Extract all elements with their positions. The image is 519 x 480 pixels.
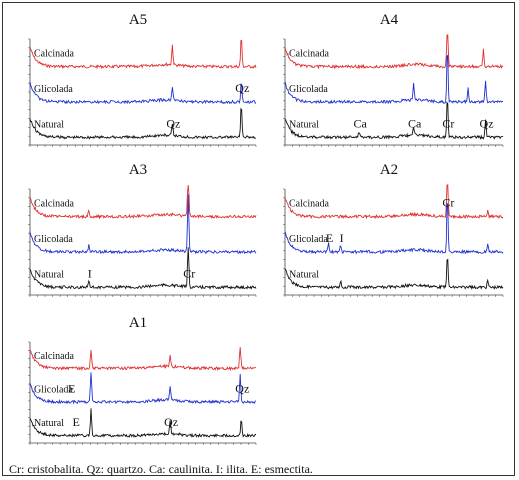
series-line-glicolada bbox=[284, 202, 504, 255]
panel-a1: A1 Calcinada Glicolada Natural E E Qz Qz bbox=[18, 315, 258, 451]
series-label: Natural bbox=[34, 269, 64, 280]
series-line-natural bbox=[29, 408, 257, 438]
series-line-natural bbox=[29, 107, 257, 140]
panel-title: A5 bbox=[128, 12, 148, 28]
peak-annotation: E bbox=[68, 382, 75, 396]
series-label: Natural bbox=[34, 119, 64, 130]
series-label: Glicolada bbox=[34, 234, 73, 245]
series-label: Calcinada bbox=[34, 351, 75, 362]
series-line-calcinada bbox=[29, 347, 257, 372]
peak-annotation: Cr bbox=[183, 266, 195, 280]
peak-annotation: Ca bbox=[353, 116, 367, 130]
series-label: Natural bbox=[289, 269, 319, 280]
series-line-natural bbox=[284, 258, 504, 291]
panel-a5: A5 Calcinada Glicolada Natural Qz Qz bbox=[18, 12, 258, 153]
series-line-glicolada bbox=[284, 54, 504, 105]
panel-title: A4 bbox=[379, 12, 399, 28]
xrd-plot: Calcinada Glicolada Natural Ca Ca Cr Qz bbox=[283, 34, 504, 147]
series-line-calcinada bbox=[29, 40, 257, 70]
series-label: Calcinada bbox=[34, 199, 75, 210]
panel-a3: A3 Calcinada Glicolada Natural I Cr bbox=[18, 162, 258, 303]
panel-a2: A2 Calcinada Glicolada Natural E I Cr bbox=[273, 162, 505, 303]
panel-title: A2 bbox=[379, 162, 399, 178]
xrd-plot: Calcinada Glicolada Natural E E Qz Qz bbox=[28, 341, 257, 445]
series-label: Calcinada bbox=[289, 49, 330, 60]
peak-annotation: I bbox=[340, 231, 344, 245]
series-line-natural bbox=[29, 247, 257, 290]
peak-annotation: Qz bbox=[166, 116, 180, 130]
panel-title: A3 bbox=[128, 162, 148, 178]
peak-annotation: Ca bbox=[408, 116, 422, 130]
series-label: Natural bbox=[34, 418, 64, 429]
xrd-plot: Calcinada Glicolada Natural Qz Qz bbox=[28, 38, 257, 147]
peak-annotation: Qz bbox=[164, 415, 178, 429]
series-line-calcinada bbox=[284, 184, 504, 220]
peak-annotation: Qz bbox=[480, 116, 494, 130]
peak-annotation: I bbox=[88, 266, 92, 280]
series-label: Glicolada bbox=[289, 84, 328, 95]
series-label: Glicolada bbox=[34, 84, 73, 95]
peak-annotation: Cr bbox=[442, 196, 454, 210]
series-label: Glicolada bbox=[289, 234, 328, 245]
series-label: Calcinada bbox=[34, 49, 75, 60]
xrd-plot: Calcinada Glicolada Natural E I Cr bbox=[283, 184, 504, 297]
series-line-natural bbox=[284, 101, 504, 140]
peak-annotation: E bbox=[326, 231, 333, 245]
panel-title: A1 bbox=[128, 315, 148, 331]
peak-annotation: Qz bbox=[235, 81, 249, 95]
figure: A5 Calcinada Glicolada Natural Qz Qz A4 Calc… bbox=[2, 2, 515, 476]
series-line-glicolada bbox=[29, 194, 257, 255]
peak-annotation: Cr bbox=[442, 116, 454, 130]
series-label: Glicolada bbox=[34, 385, 73, 396]
peak-annotation: Qz bbox=[235, 382, 249, 396]
peak-annotation: E bbox=[73, 415, 80, 429]
figure-caption: Cr: cristobalita. Qz: quartzo. Ca: cauli… bbox=[9, 462, 313, 476]
series-line-calcinada bbox=[284, 34, 504, 70]
series-line-glicolada bbox=[29, 372, 257, 405]
xrd-plot: Calcinada Glicolada Natural I Cr bbox=[28, 184, 257, 297]
series-label: Natural bbox=[289, 119, 319, 130]
series-label: Calcinada bbox=[289, 199, 330, 210]
series-line-glicolada bbox=[29, 81, 257, 105]
series-line-calcinada bbox=[29, 184, 257, 220]
panel-a4: A4 Calcinada Glicolada Natural Ca Ca Cr Qz bbox=[273, 12, 505, 153]
